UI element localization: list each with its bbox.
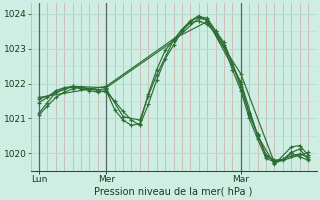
X-axis label: Pression niveau de la mer( hPa ): Pression niveau de la mer( hPa ) [94, 187, 253, 197]
